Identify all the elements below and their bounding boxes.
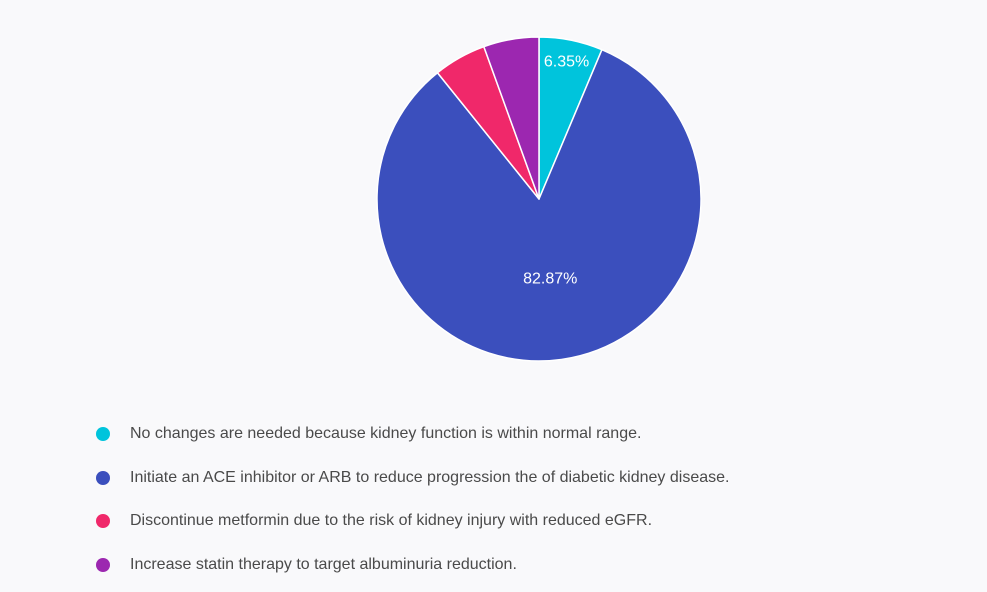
legend-label: Discontinue metformin due to the risk of…: [130, 512, 653, 529]
legend-item[interactable]: Increase statin therapy to target albumi…: [96, 551, 729, 579]
legend-label: Increase statin therapy to target albumi…: [130, 555, 517, 573]
legend-marker: [96, 514, 110, 528]
data-label: 82.87%: [523, 270, 577, 287]
legend-item[interactable]: Discontinue metformin due to the risk of…: [96, 507, 729, 535]
pie-chart: 6.35% 82.87%: [376, 36, 702, 362]
data-label: 6.35%: [544, 54, 589, 71]
pie-slice[interactable]: [483, 36, 540, 200]
legend-label: No changes are needed because kidney fun…: [130, 425, 642, 442]
legend-marker: [96, 427, 110, 441]
pie-slice[interactable]: [376, 48, 702, 362]
legend-label: Initiate an ACE inhibitor or ARB to redu…: [130, 468, 730, 486]
legend-item[interactable]: No changes are needed because kidney fun…: [96, 420, 729, 448]
legend: No changes are needed because kidney fun…: [96, 420, 729, 592]
legend-marker: [96, 470, 110, 485]
legend-item[interactable]: Initiate an ACE inhibitor or ARB to redu…: [96, 464, 729, 492]
legend-marker: [96, 557, 110, 572]
